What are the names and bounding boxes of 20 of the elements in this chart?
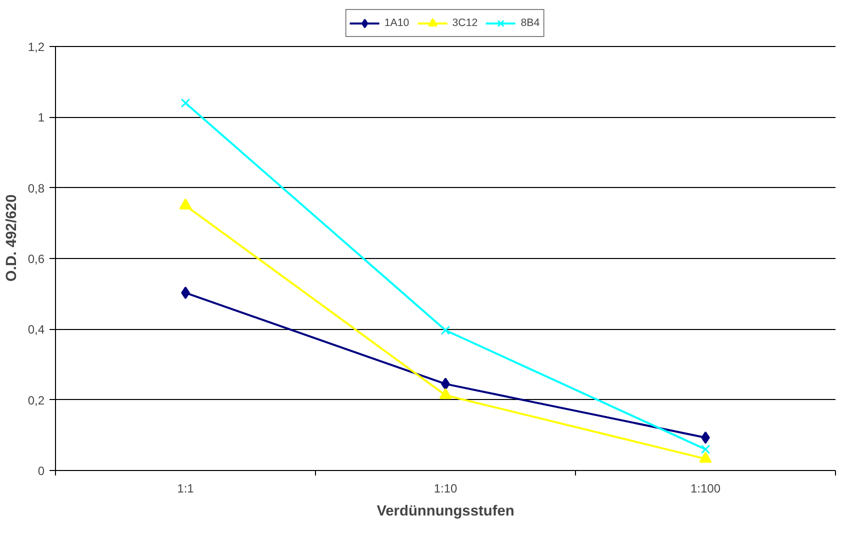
legend-label: 8B4 — [520, 17, 541, 29]
x-tick-label: 1:10 — [434, 482, 458, 496]
x-tick-label: 1:1 — [177, 482, 194, 496]
point — [700, 444, 710, 454]
y-tick-label: 1,2 — [28, 40, 45, 54]
y-axis-title: O.D. 492/620 — [4, 194, 20, 282]
point — [439, 388, 452, 400]
point — [180, 98, 190, 108]
y-tick-label: 0,8 — [28, 181, 45, 196]
legend-label: 1A10 — [384, 17, 410, 29]
legend-label: 3C12 — [452, 17, 478, 29]
x-tick-label: 1:100 — [690, 482, 721, 496]
point — [699, 452, 712, 463]
x-axis-title: Verdünnungsstufen — [376, 504, 514, 520]
point — [440, 326, 450, 335]
y-tick-label: 0,2 — [28, 393, 45, 408]
y-tick-label: 0,4 — [28, 322, 45, 337]
y-tick-label: 1 — [38, 110, 45, 125]
y-tick-label: 0,6 — [28, 252, 45, 266]
y-tick-label: 0 — [38, 464, 45, 478]
